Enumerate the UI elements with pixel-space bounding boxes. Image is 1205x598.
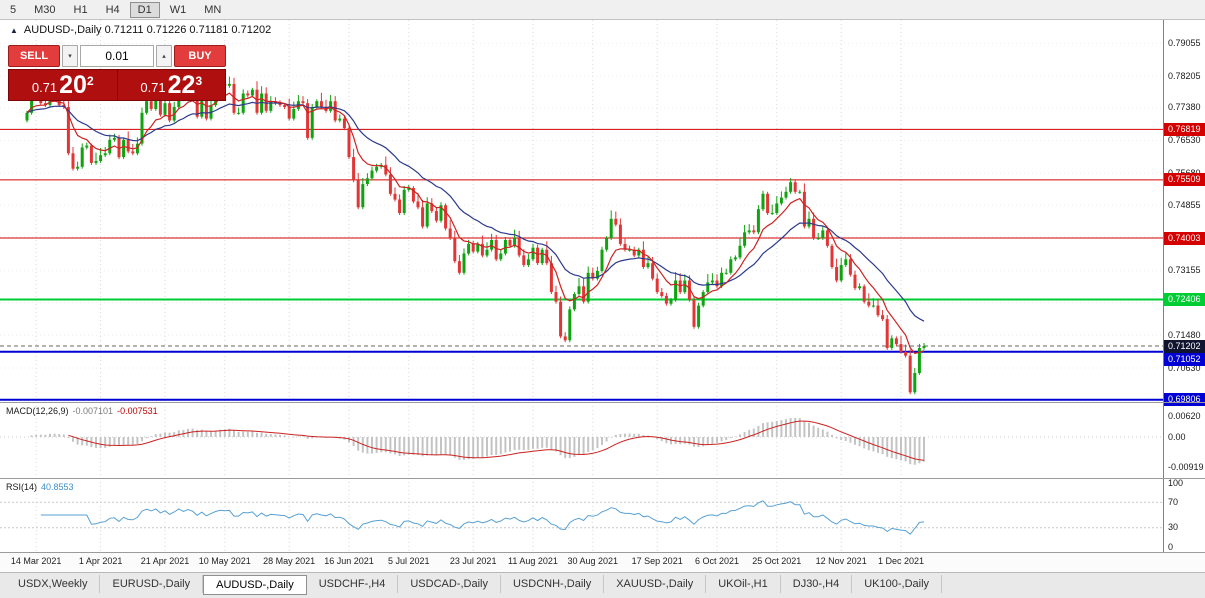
axis-tick: 0.73155 [1168,265,1201,276]
price-axis[interactable]: 0.79055 0.78205 0.77380 0.76530 0.75680 0.748… [1163,20,1205,552]
rsi-chart-canvas[interactable] [0,478,1163,552]
bid-price-display[interactable]: 0.71 20 2 [9,70,117,100]
chart-tab-usdchf-h4[interactable]: USDCHF-,H4 [307,575,399,593]
date-label: 16 Jun 2021 [324,556,374,566]
price-level-label: 0.71202 [1164,339,1205,353]
panel-separator[interactable] [0,478,1205,479]
chart-tab-dj30-h4[interactable]: DJ30-,H4 [781,575,853,593]
axis-tick: 0.00 [1168,431,1186,442]
ask-price-prefix: 0.71 [140,80,166,95]
axis-tick: 0.00620 [1168,411,1201,422]
date-label: 14 Mar 2021 [10,556,62,566]
chart-tab-usdcad-daily[interactable]: USDCAD-,Daily [398,575,501,593]
panel-separator[interactable] [0,402,1205,403]
axis-tick: 0.77380 [1168,102,1201,113]
date-label: 17 Sep 2021 [631,556,683,566]
timeframe-button-m30[interactable]: M30 [34,3,56,16]
date-label: 25 Oct 2021 [752,556,802,566]
one-click-trading-panel: SELL ▾ ▴ BUY 0.71 20 2 0.71 22 3 [8,45,226,101]
axis-tick: 0.75680 [1168,168,1201,179]
axis-tick: 0.70630 [1168,362,1201,373]
axis-tick: 0 [1168,541,1174,552]
chart-tab-xauusd-daily[interactable]: XAUUSD-,Daily [604,575,707,593]
axis-tick: 100 [1168,477,1184,488]
timeframe-button-w1[interactable]: W1 [169,3,187,16]
timeframe-button-5[interactable]: 5 [10,3,17,16]
price-level-label: 0.75509 [1164,173,1205,187]
chart-ohlc-header: ▲ AUDUSD-,Daily 0.71211 0.71226 0.71181 … [10,24,271,36]
lot-decrease-button[interactable]: ▾ [62,45,78,67]
macd-chart-canvas[interactable] [0,402,1163,478]
axis-tick: 70 [1168,496,1179,507]
collapse-trade-panel-icon[interactable]: ▲ [10,25,18,35]
rsi-indicator-label: RSI(14) 40.8553 [6,482,74,492]
chart-tab-usdcnh-daily[interactable]: USDCNH-,Daily [501,575,605,593]
date-label: 12 Nov 2021 [815,556,867,566]
bid-price-pips: 20 [59,71,87,99]
date-label: 10 May 2021 [198,556,251,566]
price-level-label: 0.71052 [1164,352,1205,366]
chart-tabs-bar: USDX,Weekly EURUSD-,Daily AUDUSD-,Daily USD… [0,572,1205,598]
date-label: 21 Apr 2021 [140,556,190,566]
chart-window: ▲ AUDUSD-,Daily 0.71211 0.71226 0.71181 … [0,20,1205,572]
date-label: 23 Jul 2021 [449,556,497,566]
axis-tick: -0.00919 [1168,461,1204,472]
date-label: 1 Apr 2021 [78,556,123,566]
timeframe-button-h1[interactable]: H1 [73,3,88,16]
axis-tick: 0.78205 [1168,70,1201,81]
bid-price-prefix: 0.71 [31,80,58,95]
date-label: 11 Aug 2021 [508,556,558,566]
ask-price-point: 3 [195,74,203,88]
buy-button[interactable]: BUY [174,45,226,67]
date-label: 6 Oct 2021 [694,556,740,566]
price-level-label: 0.72406 [1164,293,1205,306]
panel-separator [0,552,1205,553]
price-divider [116,70,118,100]
lot-size-input[interactable] [80,45,154,67]
chart-tab-usdx-weekly[interactable]: USDX,Weekly [6,575,101,593]
price-level-label: 0.74003 [1164,231,1205,245]
price-level-label: 0.69806 [1164,393,1205,407]
chart-tab-uk100-daily[interactable]: UK100-,Daily [852,575,943,593]
timeframe-button-mn[interactable]: MN [204,3,222,16]
date-label: 28 May 2021 [263,556,316,566]
timeframe-toolbar: 5 M30 H1 H4 D1 W1 MN [0,0,1205,20]
bid-price-point: 2 [86,74,94,88]
axis-tick: 0.74855 [1168,199,1201,210]
chart-tab-eurusd-daily[interactable]: EURUSD-,Daily [100,575,204,593]
axis-tick: 0.76530 [1168,135,1201,146]
timeframe-button-d1[interactable]: D1 [129,1,160,18]
ask-price-pips: 22 [167,71,196,99]
date-label: 5 Jul 2021 [388,556,430,566]
price-chart-canvas[interactable] [0,20,1163,402]
chart-ohlc-text: AUDUSD-,Daily 0.71211 0.71226 0.71181 0.… [23,24,272,36]
chart-tab-audusd-daily[interactable]: AUDUSD-,Daily [203,575,307,595]
sell-button[interactable]: SELL [8,45,60,67]
axis-tick: 30 [1168,522,1179,533]
ask-price-display[interactable]: 0.71 22 3 [118,70,226,100]
chart-tab-ukoil-h1[interactable]: UKOil-,H1 [706,575,781,593]
price-level-label: 0.76819 [1164,122,1205,136]
date-label: 30 Aug 2021 [567,556,619,566]
axis-tick: 0.79055 [1168,37,1201,48]
macd-indicator-label: MACD(12,26,9) -0.007101 -0.007531 [6,406,158,416]
axis-tick: 0.71480 [1168,329,1201,340]
timeframe-button-h4[interactable]: H4 [105,3,120,16]
date-label: 1 Dec 2021 [877,556,925,566]
lot-increase-button[interactable]: ▴ [156,45,172,67]
time-axis[interactable]: 14 Mar 2021 1 Apr 2021 21 Apr 2021 10 May 2… [0,552,1205,572]
